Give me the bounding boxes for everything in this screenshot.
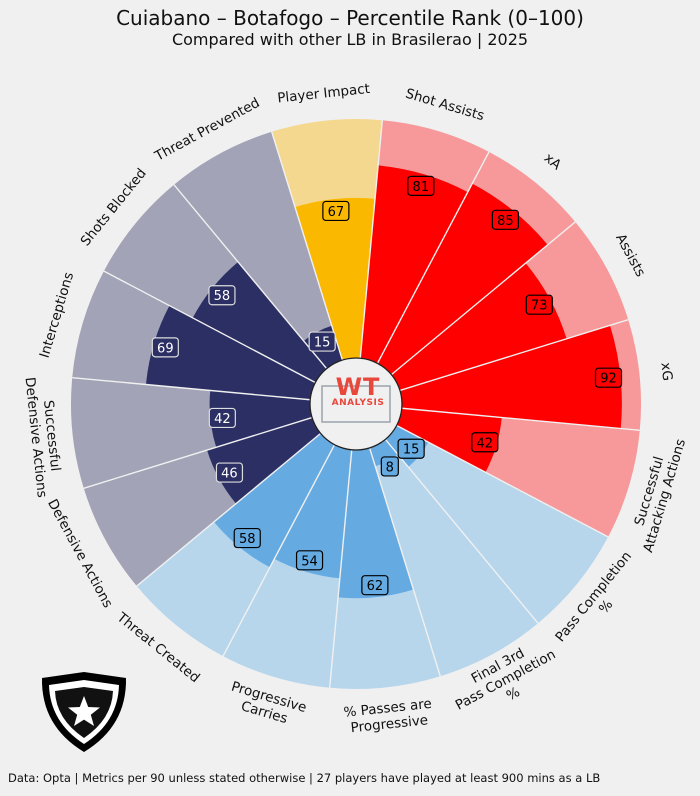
slice-separator — [390, 221, 576, 376]
value-label: 73 — [531, 299, 548, 314]
slice-separator — [83, 416, 313, 489]
slice-separator — [173, 184, 328, 370]
logo-line2: ANALYSIS — [331, 398, 385, 408]
metric-label: % Passes areProgressive — [343, 696, 434, 737]
value-badge — [208, 407, 236, 429]
slice-value-bar — [338, 447, 414, 599]
value-label: 15 — [403, 443, 420, 458]
chart-subtitle: Compared with other LB in Brasilerao | 2… — [171, 30, 529, 49]
value-label: 81 — [413, 180, 430, 195]
metric-label: Assists — [612, 231, 648, 279]
metric-label: Interceptions — [37, 270, 78, 359]
slice-value-bar — [377, 183, 548, 375]
value-badge — [380, 456, 399, 477]
slice-separator — [376, 151, 490, 364]
value-label: 42 — [477, 436, 494, 451]
slice-value-bar — [274, 444, 352, 579]
value-label: 67 — [328, 205, 345, 220]
slice-separator — [72, 376, 311, 401]
slice-value-bar — [391, 263, 567, 391]
value-badge — [295, 550, 324, 571]
value-label: 46 — [221, 467, 238, 482]
slice-value-bar — [295, 197, 376, 361]
slice-separator — [328, 449, 353, 688]
slice-separator — [399, 319, 629, 392]
slice-separator — [103, 270, 316, 384]
value-label: 85 — [497, 214, 514, 229]
value-badge — [525, 294, 553, 315]
slice-value-bar — [396, 408, 502, 473]
value-badge — [407, 175, 435, 196]
slice-background — [173, 131, 343, 369]
value-label: 54 — [301, 554, 318, 569]
slice-separator — [384, 438, 539, 624]
slice-separator — [222, 444, 336, 657]
slice-value-bar — [209, 390, 313, 448]
value-badge — [491, 209, 520, 230]
value-badge — [208, 285, 236, 306]
wt-analysis-logo: WT ANALYSIS — [318, 364, 398, 420]
value-badge — [361, 575, 389, 596]
value-badge — [397, 438, 425, 459]
value-label: 92 — [600, 372, 617, 387]
value-label: 15 — [314, 336, 331, 351]
slice-background — [369, 439, 539, 677]
slice-value-bar — [360, 165, 468, 364]
slice-value-bar — [145, 305, 316, 400]
slice-separator — [136, 432, 322, 587]
value-badge — [308, 331, 336, 352]
value-badge — [233, 527, 261, 549]
logo-pitch-outline — [321, 385, 391, 423]
value-badge — [151, 337, 179, 358]
center-hub — [309, 357, 403, 451]
logo-line1: WT — [335, 373, 381, 401]
metric-label: ProgressiveCarries — [225, 679, 309, 732]
chart-title: Cuiabano – Botafogo – Percentile Rank (0… — [116, 6, 584, 30]
slice-background — [385, 425, 609, 624]
value-label: 58 — [239, 532, 256, 547]
data-source-footer: Data: Opta | Metrics per 90 unless state… — [8, 771, 601, 785]
slice-separator — [401, 407, 640, 432]
metric-label: SuccessfulDefensive Actions — [22, 375, 66, 499]
slice-separator — [396, 424, 609, 538]
value-badge — [215, 462, 244, 483]
value-badge — [471, 432, 499, 453]
slice-separator — [359, 120, 384, 359]
slice-separator — [368, 447, 441, 677]
value-label: 58 — [214, 289, 231, 304]
value-label: 42 — [214, 412, 231, 427]
slice-value-bar — [399, 325, 622, 429]
value-label: 69 — [157, 341, 174, 356]
slice-separator — [271, 131, 344, 361]
value-badge — [322, 200, 350, 222]
metric-label: xA — [541, 150, 565, 174]
value-label: 8 — [386, 460, 394, 475]
value-badge — [594, 367, 623, 388]
metric-label: Player Impact — [277, 81, 371, 107]
metric-label: xG — [657, 362, 675, 382]
value-label: 62 — [367, 579, 384, 594]
metric-label: Shot Assists — [404, 86, 487, 125]
